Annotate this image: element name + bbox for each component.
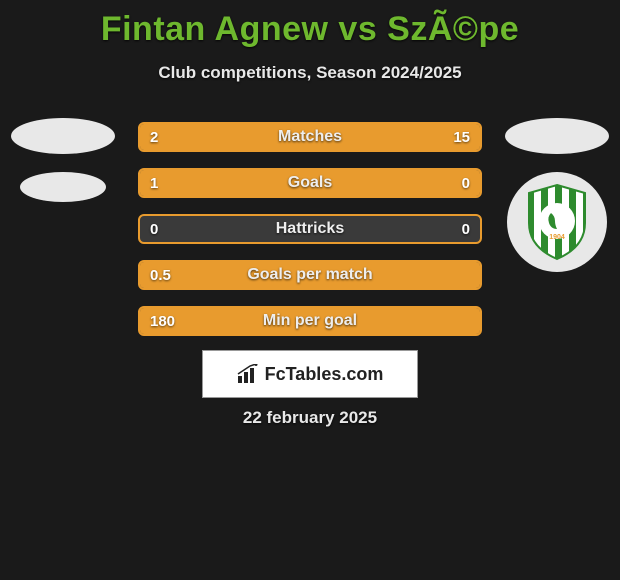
stat-bar: 0 0Hattricks: [138, 214, 482, 244]
stat-value-left: 180: [150, 308, 175, 334]
stat-bar: 215Matches: [138, 122, 482, 152]
stat-value-right: 0: [462, 216, 470, 242]
player-right-avatars: 1904: [502, 118, 612, 272]
bar-fill-right: [181, 124, 480, 150]
logo-text: FcTables.com: [265, 364, 384, 385]
comparison-title: Fintan Agnew vs SzÃ©pe: [0, 0, 620, 49]
stat-value-left: 2: [150, 124, 158, 150]
stat-value-right: 15: [453, 124, 470, 150]
svg-text:1904: 1904: [549, 234, 565, 241]
avatar-placeholder-icon: [505, 118, 609, 154]
comparison-subtitle: Club competitions, Season 2024/2025: [0, 63, 620, 83]
stat-value-left: 0.5: [150, 262, 171, 288]
fctables-logo: FcTables.com: [202, 350, 418, 398]
player-left-avatars: [8, 118, 118, 220]
stat-bar: 180Min per goal: [138, 306, 482, 336]
stat-bar: 10Goals: [138, 168, 482, 198]
stat-label: Hattricks: [140, 216, 480, 242]
stat-bar: 0.5Goals per match: [138, 260, 482, 290]
stats-bars: 215Matches10Goals00Hattricks0.5Goals per…: [138, 122, 482, 352]
club-placeholder-icon: [20, 172, 106, 202]
shield-icon: 1904: [523, 183, 591, 261]
avatar-placeholder-icon: [11, 118, 115, 154]
bar-chart-icon: [237, 364, 259, 384]
stat-value-right: 0: [462, 170, 470, 196]
stat-value-left: 0: [150, 216, 158, 242]
bar-fill-left: [140, 170, 480, 196]
bar-fill-left: [140, 262, 480, 288]
bar-fill-left: [140, 308, 480, 334]
bar-fill-left: [140, 124, 181, 150]
stat-value-left: 1: [150, 170, 158, 196]
club-badge-icon: 1904: [507, 172, 607, 272]
comparison-date: 22 february 2025: [0, 408, 620, 428]
